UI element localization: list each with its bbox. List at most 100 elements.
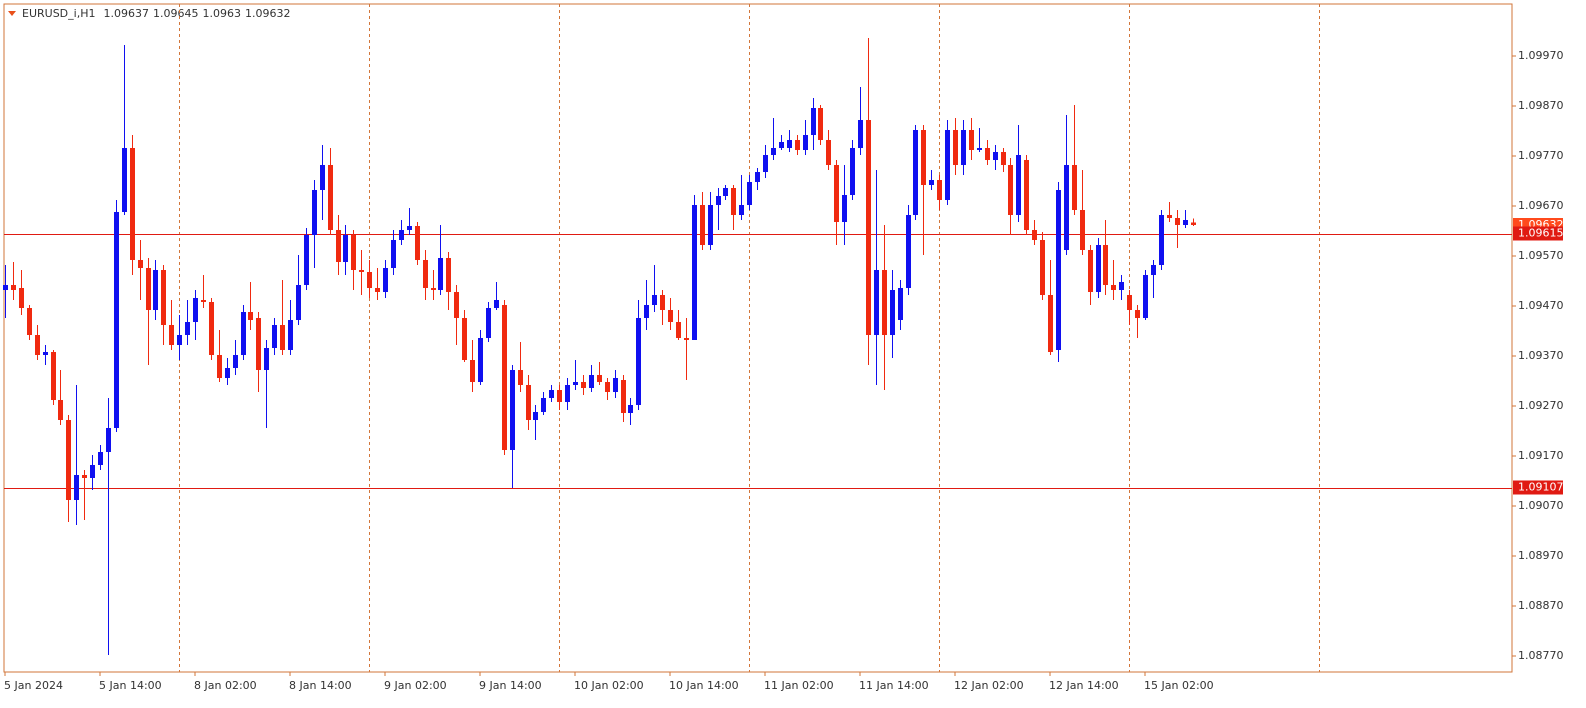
candle-body: [296, 285, 301, 320]
candle-body: [945, 130, 950, 200]
candle-body: [415, 226, 420, 260]
candle-body: [27, 308, 32, 335]
candle-body: [977, 148, 982, 150]
candle-body: [35, 335, 40, 355]
candle-body: [122, 148, 127, 212]
candle-body: [446, 258, 451, 292]
candle-body: [312, 190, 317, 235]
candle-body: [826, 140, 831, 165]
candle-body: [668, 310, 673, 322]
candle-body: [644, 305, 649, 318]
y-tick-label: 1.09670: [1518, 199, 1564, 212]
y-tick-label: 1.09970: [1518, 49, 1564, 62]
candle-body: [779, 142, 784, 148]
candle-body: [1056, 190, 1061, 350]
candle-body: [866, 120, 871, 335]
candle-body: [304, 235, 309, 285]
candle-body: [1001, 152, 1006, 165]
candle-body: [787, 140, 792, 148]
candle-body: [842, 195, 847, 222]
candle-body: [1143, 275, 1148, 318]
candle-body: [280, 325, 285, 350]
candle-body: [969, 130, 974, 150]
candle-body: [937, 180, 942, 200]
candle-body: [589, 375, 594, 388]
candle-body: [494, 300, 499, 308]
candle-body: [130, 148, 135, 260]
candle-body: [573, 382, 578, 385]
last-open: 1.09637: [103, 7, 149, 20]
candle-body: [90, 465, 95, 478]
candle-body: [565, 385, 570, 402]
x-tick-label: 12 Jan 14:00: [1049, 679, 1119, 692]
candle-body: [161, 270, 166, 325]
candle-body: [739, 205, 744, 215]
candle-body: [431, 288, 436, 290]
candle-body: [1080, 210, 1085, 250]
candle-body: [1103, 245, 1108, 285]
candle-body: [510, 370, 515, 450]
candle-body: [241, 312, 246, 355]
candle-body: [1008, 165, 1013, 215]
y-tick-label: 1.09170: [1518, 449, 1564, 462]
candle-body: [367, 272, 372, 288]
candle-body: [961, 130, 966, 165]
candle-body: [628, 405, 633, 413]
candle-body: [272, 325, 277, 348]
candle-body: [19, 288, 24, 308]
candle-body: [177, 335, 182, 345]
candle-body: [1088, 250, 1093, 292]
candle-body: [114, 212, 119, 428]
candle-body: [795, 140, 800, 150]
candle-body: [470, 360, 475, 382]
x-tick-label: 11 Jan 14:00: [859, 679, 929, 692]
candle-body: [146, 268, 151, 310]
candle-body: [58, 400, 63, 420]
candle-body: [621, 380, 626, 413]
candle-body: [1127, 295, 1132, 310]
candle-body: [1191, 222, 1196, 225]
candle-body: [407, 226, 412, 230]
candle-body: [233, 355, 238, 368]
candle-body: [692, 205, 697, 340]
candle-body: [913, 130, 918, 215]
candle-body: [526, 385, 531, 420]
candle-body: [518, 370, 523, 385]
symbol: EURUSD_i,H1: [22, 7, 95, 20]
candle-body: [217, 355, 222, 378]
candle-body: [700, 205, 705, 245]
candle-body: [747, 182, 752, 205]
candle-body: [1159, 215, 1164, 265]
x-tick-label: 5 Jan 2024: [4, 679, 63, 692]
candle-body: [98, 452, 103, 465]
candle-body: [818, 108, 823, 140]
collapse-arrow[interactable]: [8, 11, 16, 16]
candle-body: [1048, 295, 1053, 352]
x-tick-label: 9 Jan 14:00: [479, 679, 542, 692]
candle-body: [771, 148, 776, 155]
x-tick-label: 10 Jan 02:00: [574, 679, 644, 692]
candle-body: [890, 290, 895, 335]
candle-body: [336, 230, 341, 262]
y-tick-label: 1.09570: [1518, 249, 1564, 262]
candle-body: [320, 165, 325, 190]
candle-body: [708, 205, 713, 245]
candle-body: [43, 352, 48, 355]
candle-body: [1183, 220, 1188, 225]
candle-body: [399, 230, 404, 240]
candle-body: [169, 325, 174, 345]
candle-body: [1016, 155, 1021, 215]
candle-body: [906, 215, 911, 288]
candle-body: [351, 235, 356, 270]
candle-body: [375, 288, 380, 292]
line-price-box: [1513, 226, 1563, 241]
y-tick-label: 1.08770: [1518, 649, 1564, 662]
candle-body: [716, 196, 721, 205]
candle-body: [811, 108, 816, 135]
last-close: 1.09632: [245, 7, 291, 20]
candle-body: [1111, 285, 1116, 290]
y-tick-label: 1.09370: [1518, 349, 1564, 362]
candle-body: [898, 288, 903, 320]
candle-body: [201, 300, 206, 302]
